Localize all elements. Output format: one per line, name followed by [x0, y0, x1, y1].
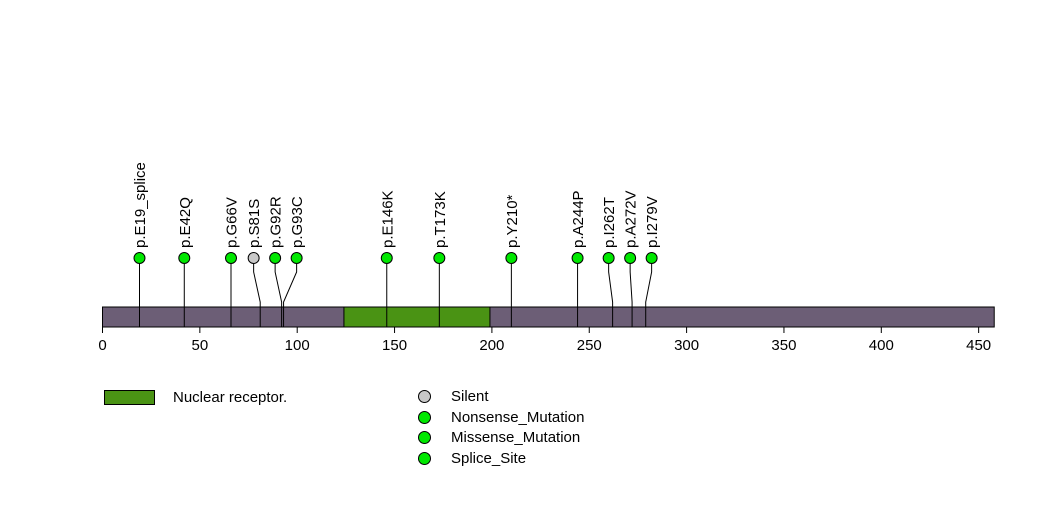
mutation-marker-p-a244p: [571, 252, 584, 264]
axis-tick-label: 300: [674, 337, 699, 354]
axis-tick-label: 150: [382, 337, 407, 354]
mutation-marker-p-e19_splice: [133, 252, 146, 264]
missense-dot-icon: [418, 431, 431, 445]
mutation-marker-p-g66v: [225, 252, 238, 264]
axis-tick-label: 400: [869, 337, 894, 354]
axis-tick-label: 50: [192, 337, 209, 354]
mutation-marker-p-i279v: [645, 252, 658, 264]
domain-legend-swatch: [104, 390, 155, 405]
mutation-marker-p-t173k: [433, 252, 446, 264]
mutation-label: p.G66V: [224, 197, 241, 248]
mutation-marker-p-i262t: [602, 252, 615, 264]
legend-label-nonsense: Nonsense_Mutation: [451, 408, 585, 426]
mutation-label: p.E19_splice: [132, 162, 149, 248]
silent-dot-icon: [418, 389, 431, 403]
lollipop-stick: [253, 263, 261, 327]
lollipop-stick: [283, 263, 298, 327]
lollipop-stick: [629, 263, 633, 327]
mutation-marker-p-s81s: [247, 252, 260, 264]
legend-row-missense: Missense_Mutation: [418, 427, 584, 448]
mutation-marker-p-a272v: [624, 252, 637, 264]
legend-label-splice: Splice_Site: [451, 449, 527, 467]
axis-tick-label: 350: [771, 337, 796, 354]
mutation-marker-p-g92r: [269, 252, 282, 264]
mutation-label: p.S81S: [246, 199, 263, 248]
mutation-label: p.A272V: [623, 190, 640, 248]
mutation-label: p.A244P: [570, 190, 587, 248]
domain-legend: Nuclear receptor.: [104, 389, 287, 406]
axis-tick-label: 200: [479, 337, 504, 354]
mutation-label: p.Y210*: [504, 194, 521, 248]
mutation-label: p.I279V: [644, 196, 661, 248]
mutation-label: p.T173K: [432, 191, 449, 248]
legend-row-nonsense: Nonsense_Mutation: [418, 407, 584, 428]
mutation-marker-p-y210-: [505, 252, 518, 264]
axis-tick-label: 450: [966, 337, 991, 354]
axis-tick-label: 100: [285, 337, 310, 354]
lollipop-stick: [274, 263, 283, 327]
mutation-label: p.G92R: [268, 196, 285, 248]
nonsense-dot-icon: [418, 410, 431, 424]
domain-nuclear-receptor-: [343, 306, 491, 328]
mutation-marker-p-e42q: [178, 252, 191, 264]
mutation-type-legend: Silent Nonsense_Mutation Missense_Mutati…: [418, 386, 584, 469]
legend-row-splice: Splice_Site: [418, 448, 584, 469]
domain-legend-label: Nuclear receptor.: [173, 389, 288, 406]
mutation-label: p.I262T: [601, 197, 618, 248]
mutation-label: p.E146K: [379, 190, 396, 248]
legend-row-silent: Silent: [418, 386, 584, 407]
legend-label-missense: Missense_Mutation: [451, 429, 581, 447]
legend-label-silent: Silent: [451, 387, 489, 405]
lollipop-stick: [645, 263, 653, 327]
splice-dot-icon: [418, 451, 431, 465]
lollipop-stick: [608, 263, 614, 327]
mutation-marker-p-e146k: [380, 252, 393, 264]
mutation-label: p.E42Q: [177, 197, 194, 248]
mutation-label: p.G93C: [289, 196, 306, 248]
axis-tick-label: 250: [577, 337, 602, 354]
axis-tick-label: 0: [98, 337, 106, 354]
mutation-marker-p-g93c: [290, 252, 303, 264]
protein-backbone: [102, 306, 995, 328]
